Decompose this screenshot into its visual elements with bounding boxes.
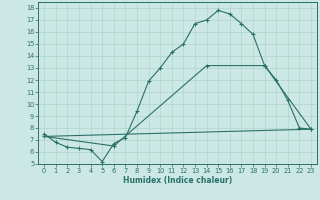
- X-axis label: Humidex (Indice chaleur): Humidex (Indice chaleur): [123, 176, 232, 185]
